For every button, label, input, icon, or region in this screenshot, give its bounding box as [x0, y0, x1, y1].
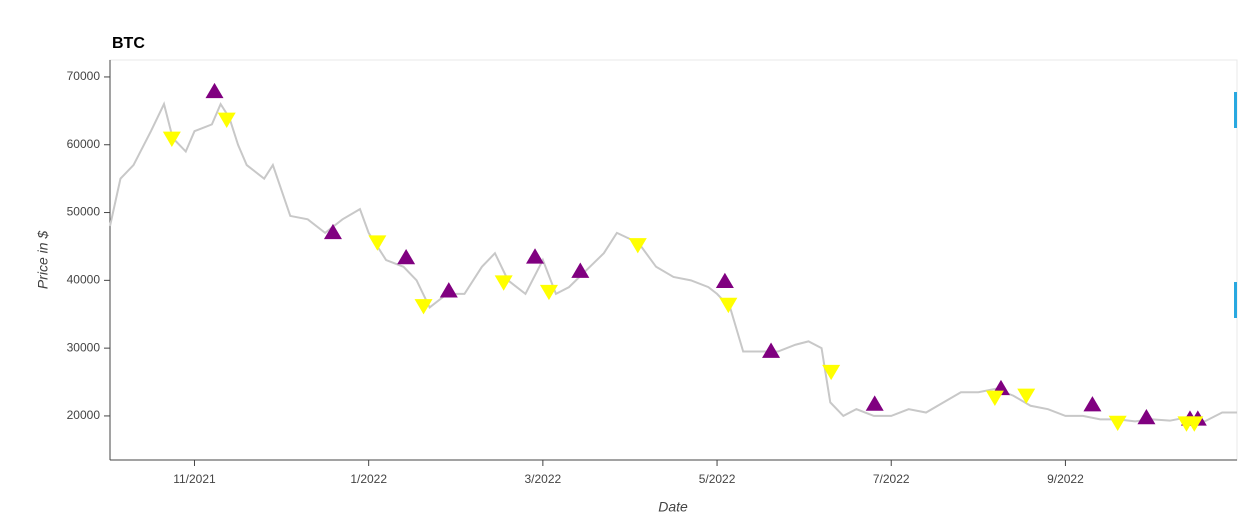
x-tick-label: 5/2022 [699, 472, 736, 486]
x-tick-label: 7/2022 [873, 472, 910, 486]
sell-marker [539, 284, 558, 301]
y-tick-label: 30000 [67, 340, 101, 354]
sell-marker [494, 275, 513, 291]
sell-marker [1017, 388, 1036, 404]
x-tick-label: 1/2022 [350, 472, 387, 486]
buy-marker [1137, 408, 1156, 425]
sell-marker [162, 131, 181, 147]
x-axis-label: Date [658, 499, 688, 515]
sell-marker [368, 235, 387, 251]
buy-marker [571, 262, 590, 278]
x-tick-label: 9/2022 [1047, 472, 1084, 486]
sell-marker [822, 364, 841, 381]
buy-marker [439, 282, 458, 298]
side-widget [1234, 92, 1237, 128]
chart-title: BTC [112, 35, 145, 52]
y-axis-label: Price in $ [35, 231, 51, 290]
side-widget [1234, 282, 1237, 318]
sell-marker [1185, 416, 1204, 432]
sell-marker [985, 390, 1004, 406]
sell-marker [1108, 415, 1127, 432]
plot-frame [109, 59, 1238, 461]
y-tick-label: 70000 [67, 69, 101, 83]
buy-marker [762, 342, 781, 358]
sell-marker [628, 238, 647, 254]
sell-marker [414, 299, 433, 315]
buy-marker [323, 223, 342, 240]
buy-marker [715, 272, 734, 288]
price-line [109, 101, 1237, 423]
buy-marker [865, 395, 884, 411]
y-tick-label: 50000 [67, 205, 101, 219]
buy-marker [205, 82, 224, 99]
buy-marker [526, 248, 545, 264]
x-tick-label: 11/2021 [173, 472, 216, 486]
y-tick-label: 60000 [67, 137, 101, 151]
sell-marker [719, 297, 738, 314]
x-tick-label: 3/2022 [525, 472, 562, 486]
y-tick-label: 40000 [67, 273, 101, 287]
y-tick-label: 20000 [67, 408, 101, 422]
sell-marker [217, 112, 236, 128]
buy-marker [1083, 396, 1102, 412]
buy-marker [397, 248, 416, 265]
